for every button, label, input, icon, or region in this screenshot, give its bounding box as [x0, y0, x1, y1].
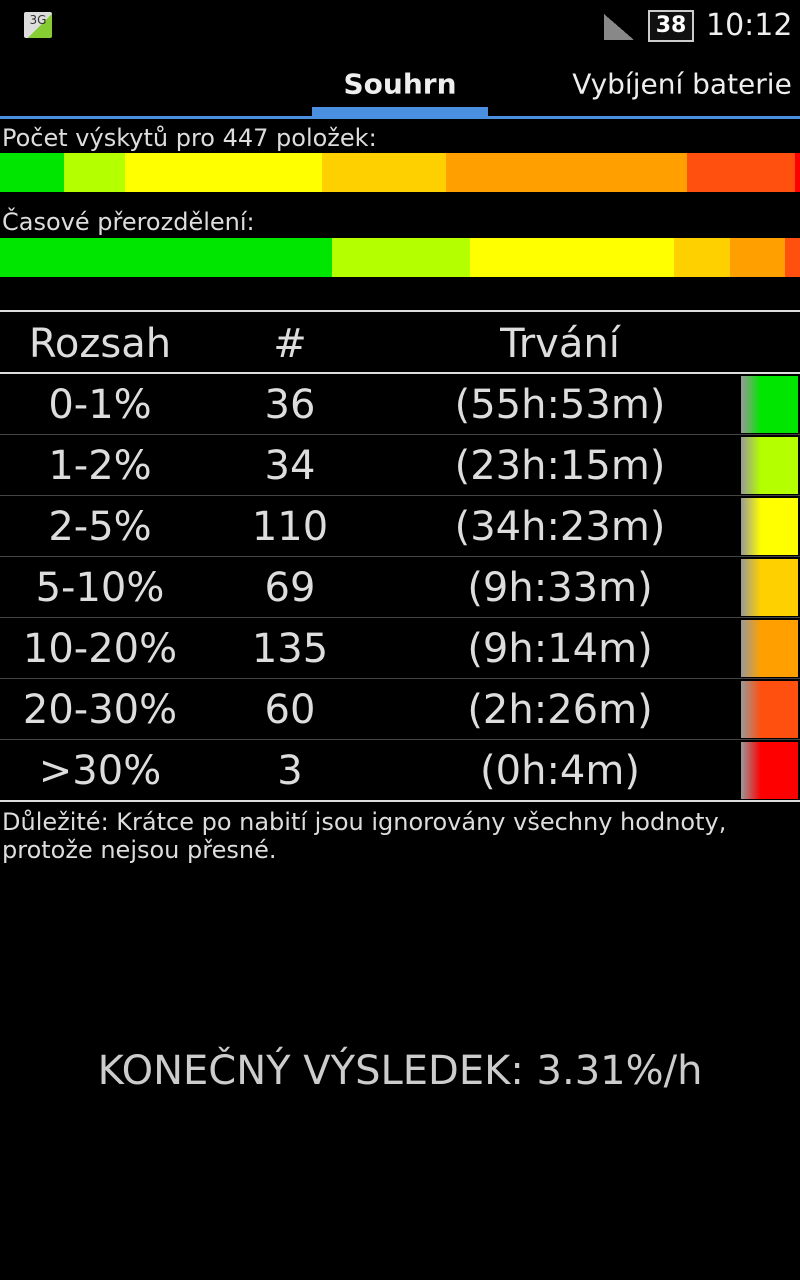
cell-count: 69 [264, 565, 316, 611]
tab-baseline [0, 116, 800, 119]
cell-range: 10-20% [22, 626, 178, 672]
note: Důležité: Krátce po nabití jsou ignorová… [2, 808, 727, 864]
time-bar [0, 238, 800, 277]
column-header: # [273, 321, 307, 367]
divider [0, 800, 800, 802]
bar-segment [322, 153, 446, 192]
cell-count: 3 [277, 748, 303, 794]
cell-range: 20-30% [22, 687, 178, 733]
cell-count: 135 [251, 626, 329, 672]
cell-count: 110 [251, 504, 329, 550]
tab-indicator [312, 107, 488, 117]
cell-count: 36 [264, 382, 316, 428]
cell-duration: (34h:23m) [454, 504, 666, 550]
count-bar [0, 153, 800, 192]
signal-icon [604, 14, 634, 40]
bar-segment [469, 238, 674, 277]
cell-range: 2-5% [48, 504, 152, 550]
clock: 10:12 [706, 8, 793, 43]
bar-segment [0, 153, 65, 192]
color-swatch [741, 437, 798, 494]
cell-duration: (55h:53m) [454, 382, 666, 428]
bar-segment [687, 153, 795, 192]
color-swatch [741, 498, 798, 555]
cell-range: 5-10% [35, 565, 165, 611]
time-bar-label: Časové přerozdělení: [2, 208, 255, 236]
color-swatch [741, 742, 798, 799]
divider [0, 372, 800, 374]
battery-icon: 38 [648, 10, 694, 42]
cell-duration: (2h:26m) [467, 687, 653, 733]
tab[interactable]: Vybíjení baterie [572, 67, 792, 101]
cell-duration: (23h:15m) [454, 443, 666, 489]
bar-segment [673, 238, 731, 277]
color-swatch [741, 681, 798, 738]
network-label: 3G [29, 13, 47, 27]
cell-count: 34 [264, 443, 316, 489]
row-divider [0, 678, 800, 679]
bar-segment [785, 238, 800, 277]
row-divider [0, 495, 800, 496]
cell-range: 0-1% [48, 382, 152, 428]
color-swatch [741, 376, 798, 433]
battery-level: 38 [655, 13, 687, 38]
cell-count: 60 [264, 687, 316, 733]
bar-segment [794, 153, 800, 192]
row-divider [0, 617, 800, 618]
row-divider [0, 556, 800, 557]
row-divider [0, 739, 800, 740]
tab[interactable]: Souhrn [343, 67, 457, 101]
count-bar-label: Počet výskytů pro 447 položek: [2, 124, 377, 152]
color-swatch [741, 559, 798, 616]
network-icon: 3G [24, 12, 52, 38]
cell-range: 1-2% [48, 443, 152, 489]
divider [0, 310, 800, 312]
bar-segment [331, 238, 470, 277]
cell-duration: (9h:33m) [467, 565, 653, 611]
bar-segment [730, 238, 786, 277]
bar-segment [125, 153, 323, 192]
column-header: Rozsah [28, 321, 172, 367]
bar-segment [64, 153, 126, 192]
cell-duration: (0h:4m) [480, 748, 640, 794]
column-header: Trvání [500, 321, 620, 367]
cell-range: >30% [38, 748, 162, 794]
row-divider [0, 434, 800, 435]
result: KONEČNÝ VÝSLEDEK: 3.31%/h [97, 1048, 703, 1094]
bar-segment [0, 238, 332, 277]
bar-segment [445, 153, 688, 192]
color-swatch [741, 620, 798, 677]
cell-duration: (9h:14m) [467, 626, 653, 672]
